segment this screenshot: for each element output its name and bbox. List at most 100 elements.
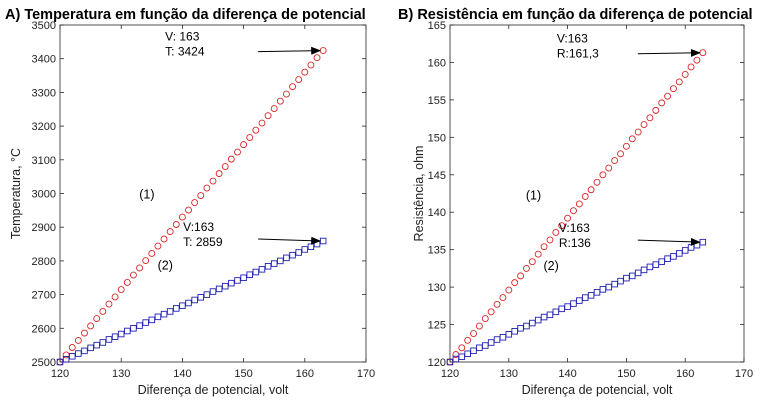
series-2-point	[676, 250, 683, 257]
series-2-point	[142, 319, 149, 326]
series-1-point	[693, 56, 701, 64]
series-2-point	[56, 358, 64, 366]
y-tick-label: 155	[428, 95, 446, 107]
series-2-point	[517, 325, 524, 332]
series-2-point	[511, 328, 518, 335]
series-2-point	[160, 310, 168, 318]
x-tick-label: 130	[500, 368, 518, 380]
x-tick-label: 150	[234, 368, 252, 380]
series-2-point	[540, 313, 548, 321]
series-1-point	[481, 315, 489, 323]
y-tick-label: 3500	[32, 20, 56, 32]
y-tick-label: 3200	[32, 121, 56, 133]
series-2-point	[173, 305, 180, 312]
series-1-point	[593, 178, 601, 186]
series-2-point	[81, 347, 88, 355]
series-1-point	[154, 242, 162, 250]
y-tick-label: 140	[428, 207, 446, 219]
series-2-point	[470, 347, 477, 355]
series-1-point	[234, 148, 241, 156]
series-1-point	[295, 76, 303, 84]
series-1-point	[558, 222, 566, 230]
series-1-point	[499, 294, 507, 302]
series-1-point	[664, 92, 672, 100]
x-tick-label: 160	[676, 368, 694, 380]
series-1-point	[534, 250, 542, 258]
series-2-point	[209, 288, 217, 295]
series-2-point	[693, 241, 701, 249]
series-1-point	[646, 114, 654, 122]
series-1-point	[221, 163, 229, 170]
y-tick-label: 3300	[32, 87, 56, 99]
series-1-point	[307, 61, 315, 69]
series-1-point	[581, 193, 589, 200]
series-1-point	[517, 272, 525, 280]
series-1-point	[111, 293, 119, 301]
series-1-point	[570, 207, 577, 215]
series-1-point	[458, 344, 466, 352]
annotation-text: V:163	[557, 32, 588, 46]
series-1-point	[575, 200, 583, 208]
series-1-point	[464, 336, 472, 344]
series-1-point	[587, 186, 595, 194]
series-1-point	[81, 329, 88, 337]
y-tick-label: 160	[428, 57, 446, 69]
series-1-point	[178, 213, 186, 221]
series-2-point	[179, 302, 186, 309]
series-2-point	[124, 327, 131, 335]
series-1-point	[546, 236, 554, 244]
y-tick-label: 130	[428, 282, 446, 294]
series-1-point	[191, 199, 199, 207]
plot-frame	[449, 24, 745, 363]
series-2-point	[301, 246, 309, 253]
series-1-point	[87, 322, 95, 330]
y-tick-label: 2900	[32, 222, 56, 234]
series-2-point	[105, 336, 113, 343]
y-axis-label: Temperatura, °C	[9, 148, 23, 239]
series-2-point	[617, 277, 624, 285]
series-2-point	[319, 237, 327, 245]
series-2-point	[130, 325, 137, 332]
series-1-point	[652, 106, 660, 114]
series-2-point	[687, 244, 695, 251]
series-2-point	[629, 272, 636, 280]
series-2-point	[482, 342, 489, 349]
series-2-point	[699, 238, 707, 246]
series-1-point	[203, 184, 211, 192]
x-axis-label: Diferença de potencial, volt	[138, 383, 289, 397]
series-2-point	[681, 247, 689, 254]
series-2-point	[283, 254, 290, 262]
series-2-point	[570, 300, 577, 307]
series-1-point	[528, 258, 536, 266]
series-2-point	[197, 294, 205, 301]
series-1-point	[658, 99, 666, 107]
x-tick-label: 120	[441, 368, 459, 380]
series-1-point	[552, 228, 560, 236]
y-tick-label: 2600	[32, 323, 56, 335]
series-1-point	[68, 344, 76, 351]
y-tick-label: 165	[428, 20, 446, 32]
series-2-point	[191, 296, 198, 304]
y-axis-label: Resistência, ohm	[412, 146, 426, 242]
series-1-point	[540, 243, 548, 251]
series-1-point	[62, 351, 70, 359]
chart-title: B) Resistência em função da diferença de…	[398, 7, 753, 23]
annotation-arrow	[258, 236, 322, 245]
series-1-point	[622, 142, 630, 150]
resistance-chart: B) Resistência em função da diferença de…	[398, 7, 753, 397]
series-2-point	[458, 353, 466, 361]
y-tick-label: 120	[428, 357, 446, 369]
series-2-point	[464, 350, 471, 358]
y-tick-label: 2800	[32, 256, 56, 268]
series-2-point	[658, 258, 665, 265]
series-2-point	[611, 280, 618, 288]
annotation-text: V: 163	[165, 30, 200, 44]
series-2-point	[623, 274, 630, 282]
series-2-point	[523, 322, 530, 330]
series-1-point	[687, 63, 695, 71]
y-tick-label: 2500	[32, 357, 56, 369]
series-2-point	[634, 269, 642, 277]
series-1-point	[227, 155, 235, 163]
series-2-point	[599, 286, 607, 293]
